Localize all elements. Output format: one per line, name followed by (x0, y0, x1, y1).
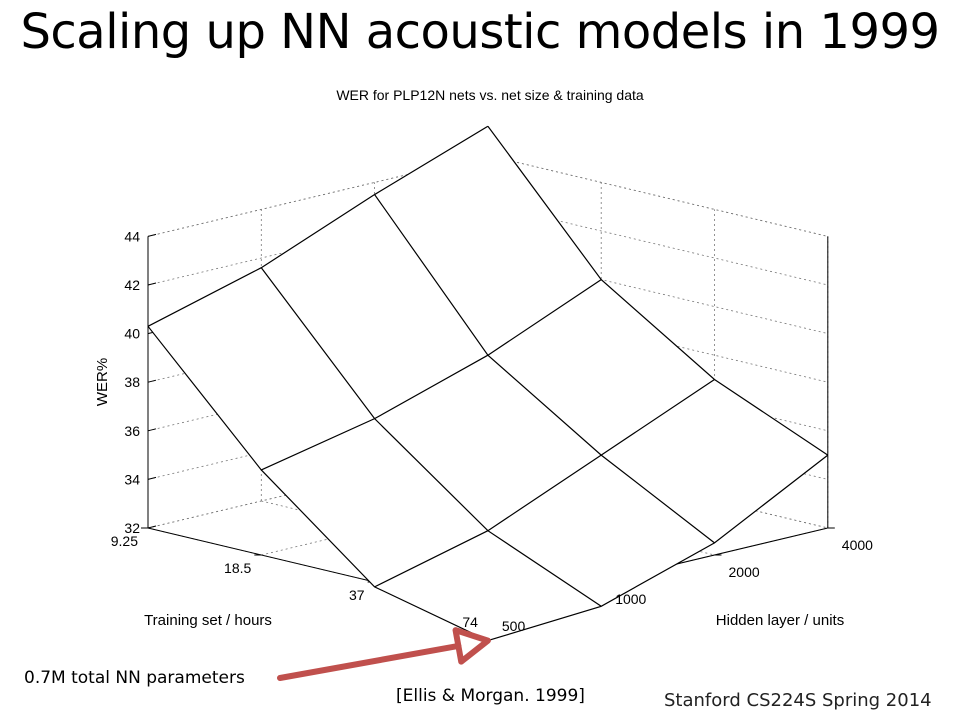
mesh-row (487, 454, 829, 642)
mesh-face (261, 194, 488, 419)
params-annotation: 0.7M total NN parameters (24, 668, 245, 688)
z-tick (147, 428, 157, 432)
grid-line (487, 252, 828, 334)
z-tick-label: 44 (124, 228, 140, 244)
box-edge (487, 155, 828, 237)
mesh-face (148, 267, 375, 470)
z-tick-label: 42 (124, 277, 140, 293)
mesh-row (147, 125, 489, 327)
z-tick (147, 525, 157, 529)
hours-tick-label: 37 (349, 587, 365, 603)
mesh-face (601, 379, 828, 543)
units-tick-label: 4000 (842, 537, 873, 553)
params-arrow (277, 627, 491, 681)
z-tick (147, 476, 157, 480)
mesh-face (374, 126, 602, 356)
mesh-row (261, 279, 602, 471)
mesh-col (374, 194, 715, 544)
hours-tick-label: 74 (462, 614, 478, 630)
z-tick-label: 38 (124, 374, 140, 390)
mesh-col (260, 267, 602, 607)
units-axis-label: Hidden layer / units (716, 612, 844, 629)
chart-title: WER for PLP12N nets vs. net size & train… (336, 87, 644, 103)
mesh-row (374, 379, 715, 588)
axis-labels: 32 34 36 38 40 42 44 9.25 18.5 37 74 500 1000 2000 400… (94, 228, 873, 634)
grid-line (487, 203, 828, 286)
mesh-face (487, 455, 715, 607)
z-tick-label: 36 (124, 423, 140, 439)
mesh-face (374, 355, 602, 531)
mesh-col (487, 125, 829, 456)
z-tick (147, 379, 157, 383)
grid-line (487, 300, 828, 383)
z-tick-label: 40 (124, 326, 140, 342)
wer-axis-label: WER% (94, 358, 111, 406)
units-tick-label: 1000 (615, 591, 646, 607)
mesh-face (261, 418, 488, 587)
z-tick (147, 233, 157, 237)
z-tick-label: 34 (124, 471, 140, 487)
units-tick-label: 500 (502, 618, 526, 634)
units-tick-label: 2000 (729, 564, 760, 580)
z-tick (147, 282, 157, 286)
mesh-face (487, 279, 715, 456)
arrow-head (452, 627, 491, 665)
slide-title: Scaling up NN acoustic models in 1999 (20, 4, 940, 60)
arrow-shaft (277, 642, 462, 681)
z-tick-label: 32 (124, 520, 140, 536)
grid-line (487, 446, 828, 529)
hours-axis-label: Training set / hours (144, 612, 272, 629)
footer-text: Stanford CS224S Spring 2014 (664, 690, 932, 711)
hours-tick-label: 18.5 (224, 560, 251, 576)
hours-tick-label: 9.25 (111, 533, 138, 549)
mesh-col (147, 325, 489, 642)
citation: [Ellis & Morgan. 1999] (396, 686, 585, 706)
wer-surface-mesh (147, 125, 829, 642)
